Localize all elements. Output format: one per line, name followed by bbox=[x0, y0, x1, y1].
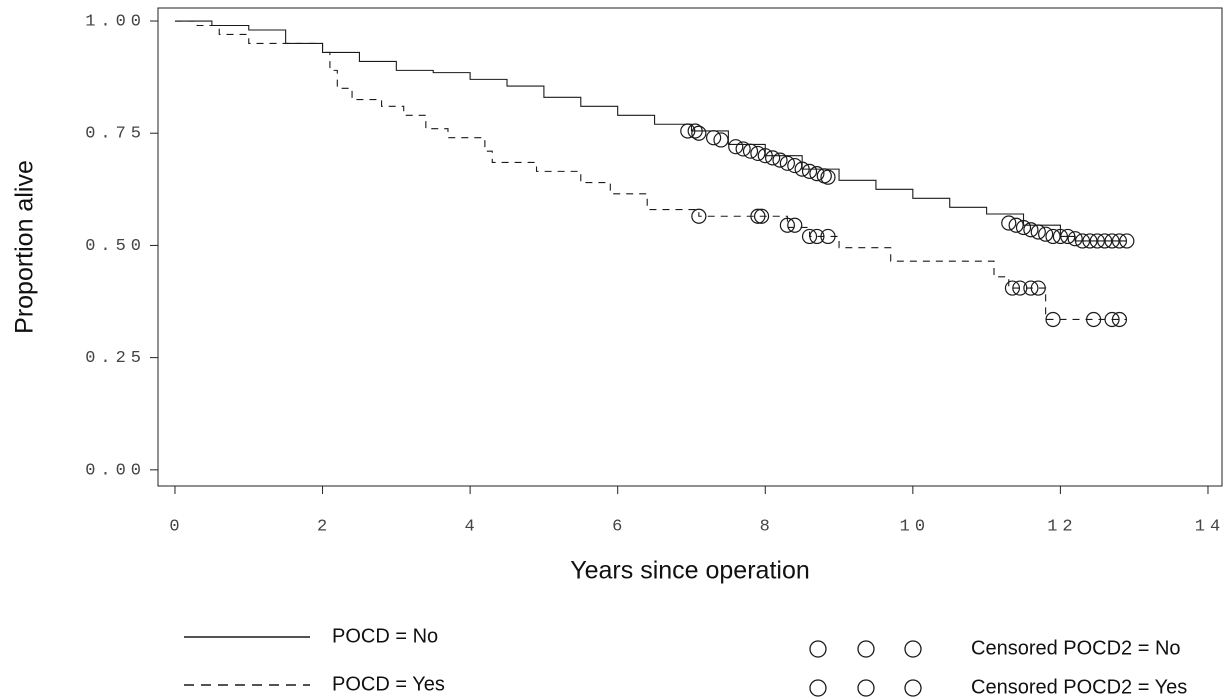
censor-mark bbox=[1104, 233, 1120, 249]
legend-label: POCD = No bbox=[332, 625, 438, 647]
censor-mark bbox=[1097, 233, 1113, 249]
x-tick-label: 8 bbox=[760, 517, 775, 536]
legend-symbol bbox=[904, 679, 922, 697]
censor-mark bbox=[691, 208, 707, 224]
censor-mark bbox=[779, 155, 795, 171]
legend-symbol bbox=[809, 679, 827, 697]
censor-mark bbox=[820, 169, 836, 185]
x-tick-label: 4 bbox=[465, 517, 480, 536]
censor-mark bbox=[728, 139, 744, 155]
x-tick-label: 6 bbox=[612, 517, 627, 536]
censor-mark bbox=[801, 163, 818, 179]
x-axis-label: Years since operation bbox=[570, 557, 810, 585]
censor-mark bbox=[680, 123, 696, 139]
censor-mark bbox=[750, 145, 766, 162]
censor-mark bbox=[1045, 311, 1061, 328]
censor-mark bbox=[1030, 224, 1046, 240]
censor-mark bbox=[1086, 311, 1102, 328]
censor-mark bbox=[1038, 226, 1054, 242]
censor-mark bbox=[1023, 222, 1039, 238]
censor-mark bbox=[1015, 219, 1032, 236]
censor-mark bbox=[735, 141, 751, 157]
x-tick-label: 2 bbox=[317, 517, 332, 536]
censor-mark bbox=[801, 228, 818, 245]
legend-symbol bbox=[857, 679, 875, 697]
censor-mark bbox=[1030, 280, 1046, 296]
survival-curve bbox=[174, 20, 1127, 321]
y-tick-label: 1.00 bbox=[85, 13, 146, 32]
y-tick-label: 0.00 bbox=[85, 461, 146, 480]
legend-label: Censored POCD2 = Yes bbox=[971, 676, 1187, 698]
censor-mark bbox=[1074, 233, 1091, 249]
censor-mark bbox=[1119, 233, 1135, 249]
survival-curve bbox=[174, 20, 1127, 242]
censor-mark bbox=[765, 150, 781, 166]
censor-mark bbox=[1067, 231, 1083, 247]
censor-mark bbox=[809, 228, 825, 245]
legend-symbol bbox=[904, 640, 922, 658]
legend-symbol bbox=[857, 640, 875, 658]
censor-mark bbox=[742, 143, 759, 159]
censor-mark bbox=[753, 208, 770, 224]
censor-mark bbox=[1012, 280, 1028, 296]
x-tick-label: 0 bbox=[169, 517, 184, 536]
plot-frame bbox=[157, 7, 1223, 487]
censor-mark bbox=[750, 208, 766, 224]
censor-mark bbox=[1060, 228, 1076, 245]
censor-mark bbox=[772, 152, 788, 168]
censor-mark bbox=[713, 132, 729, 148]
censor-mark bbox=[787, 217, 803, 233]
censor-mark bbox=[1045, 228, 1061, 245]
censor-mark bbox=[1004, 280, 1021, 296]
censor-mark bbox=[779, 217, 795, 233]
x-tick-label: 12 bbox=[1047, 517, 1077, 536]
censor-mark bbox=[1023, 280, 1039, 296]
censor-mark bbox=[1089, 233, 1105, 249]
censor-mark bbox=[787, 157, 803, 174]
legend-label: POCD = Yes bbox=[332, 673, 445, 695]
censor-mark bbox=[820, 228, 836, 245]
y-tick-label: 0.25 bbox=[85, 349, 146, 368]
censor-mark bbox=[1052, 228, 1069, 245]
x-tick-label: 14 bbox=[1195, 517, 1225, 536]
y-axis-label: Proportion alive bbox=[11, 160, 39, 334]
y-tick-label: 0.50 bbox=[85, 237, 146, 256]
censor-mark bbox=[1082, 233, 1098, 249]
censor-mark bbox=[1111, 311, 1128, 328]
y-tick-label: 0.75 bbox=[85, 125, 146, 144]
legend-label: Censored POCD2 = No bbox=[971, 637, 1181, 659]
censor-mark bbox=[1008, 217, 1024, 233]
censor-mark bbox=[1111, 233, 1128, 249]
legend-symbol bbox=[809, 640, 827, 658]
censor-mark bbox=[1001, 215, 1017, 231]
censor-mark bbox=[809, 166, 825, 182]
censor-mark bbox=[1104, 311, 1120, 328]
censor-mark bbox=[757, 148, 773, 164]
censor-mark bbox=[794, 161, 810, 177]
censor-mark bbox=[687, 123, 703, 139]
censor-mark bbox=[691, 125, 707, 141]
x-tick-label: 10 bbox=[900, 517, 930, 536]
censor-mark bbox=[706, 130, 722, 146]
